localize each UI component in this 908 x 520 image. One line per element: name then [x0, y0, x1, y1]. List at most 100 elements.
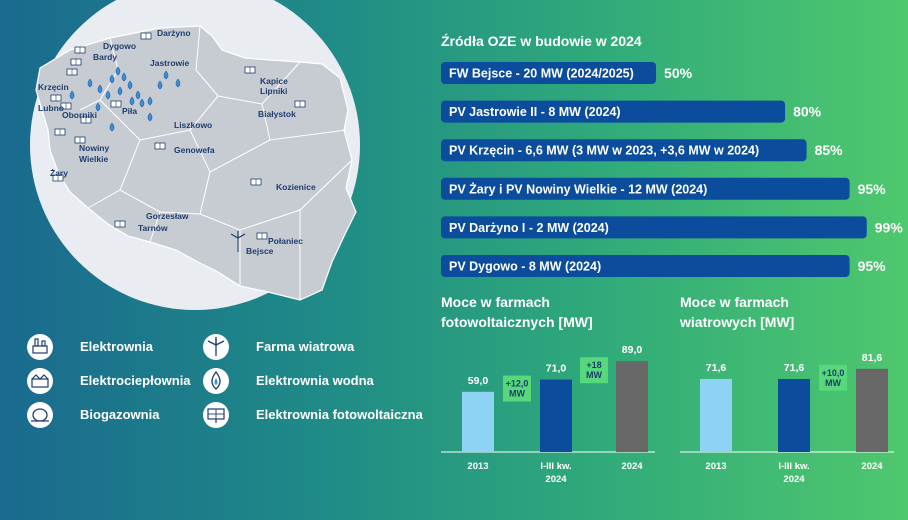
progress-percent: 95%	[858, 258, 887, 274]
map-city-liszkowo: Liszkowo	[174, 120, 212, 130]
category-label: 2013	[467, 461, 488, 472]
map-city-bejsce: Bejsce	[246, 246, 274, 256]
map-city-oborniki: Oborniki	[62, 110, 97, 120]
water-drop-icon	[135, 90, 141, 100]
category-label: 2024	[783, 474, 805, 485]
delta-badge: +12,0MW	[503, 375, 531, 402]
water-drop-icon	[121, 72, 127, 82]
bar	[700, 378, 732, 452]
value-label: 71,6	[706, 362, 727, 374]
bar	[778, 378, 810, 452]
chart-title: Moce w farmach	[680, 294, 789, 310]
progress-item: PV Darżyno I - 2 MW (2024) 99%	[441, 216, 903, 239]
water-drop-icon	[95, 102, 101, 112]
water-drop-icon	[109, 122, 115, 132]
solar-panel-icon	[140, 32, 152, 40]
solar-panel-icon	[203, 402, 229, 428]
map-city-kapice: Kapice	[260, 76, 288, 86]
water-drop-icon	[203, 368, 229, 394]
progress-label: PV Darżyno I - 2 MW (2024)	[449, 221, 609, 235]
value-label: 89,0	[622, 344, 643, 356]
legend-label: Elektrociepłownia	[80, 373, 191, 388]
solar-panel-icon	[110, 100, 122, 108]
solar-panel-icon	[70, 58, 82, 66]
map-city-polaniec: Połaniec	[268, 236, 303, 246]
delta-label: +18	[586, 360, 601, 370]
category-label: I-III kw.	[540, 461, 571, 472]
progress-title: Źródła OZE w budowie w 2024	[441, 33, 642, 49]
progress-label: PV Dygowo - 8 MW (2024)	[449, 260, 601, 274]
biogas-plant-icon	[27, 402, 53, 428]
map-city-dygowo: Dygowo	[103, 41, 136, 51]
map-city-genowefa: Genowefa	[174, 145, 215, 155]
water-drop-icon	[147, 112, 153, 122]
water-drop-icon	[163, 70, 169, 80]
map-city-kozienice: Kozienice	[276, 182, 316, 192]
solar-panel-icon	[80, 116, 92, 124]
progress-percent: 80%	[793, 104, 822, 120]
voivodeship-borders	[79, 25, 353, 300]
wind-turbine-icon	[230, 231, 246, 252]
delta-label: +10,0	[822, 368, 845, 378]
category-label: 2024	[621, 461, 643, 472]
map-city-nowiny: Nowiny	[79, 143, 109, 153]
chart-title: wiatrowych [MW]	[679, 314, 794, 330]
water-drop-icon	[87, 78, 93, 88]
legend: Elektrownia Elektrociepłownia Biogazownia F…	[27, 334, 424, 428]
legend-label: Biogazownia	[80, 407, 160, 422]
map-city-lipniki: Lipniki	[260, 86, 287, 96]
progress-bar	[441, 139, 807, 162]
water-drop-icon	[157, 80, 163, 90]
delta-badge: +10,0MW	[819, 364, 847, 391]
solar-panel-icon	[66, 68, 78, 76]
delta-label: MW	[509, 389, 525, 399]
water-drop-icon	[117, 86, 123, 96]
progress-bar	[441, 216, 867, 239]
category-label: I-III kw.	[778, 461, 809, 472]
legend-label: Farma wiatrowa	[256, 339, 355, 354]
bar	[856, 368, 888, 452]
chart-wind: Moce w farmach wiatrowych [MW] 71,6 2013 71,…	[679, 294, 894, 485]
progress-list: FW Bejsce - 20 MW (2024/2025) 50% PV Jastr…	[441, 62, 903, 277]
solar-panel-icon	[52, 174, 64, 182]
map-markers	[50, 32, 306, 252]
progress-percent: 50%	[664, 65, 693, 81]
progress-item: PV Krzęcin - 6,6 MW (3 MW w 2023, +3,6 M…	[441, 139, 844, 162]
progress-bar	[441, 62, 657, 84]
bar	[540, 379, 572, 452]
water-drop-icon	[129, 96, 135, 106]
value-label: 81,6	[862, 352, 883, 364]
water-drop-icon	[97, 84, 103, 94]
legend-label: Elektrownia	[80, 339, 154, 354]
solar-panel-icon	[50, 94, 62, 102]
value-label: 59,0	[468, 375, 489, 387]
map-city-pila: Piła	[122, 106, 137, 116]
delta-label: +12,0	[506, 379, 529, 389]
legend-label: Elektrownia wodna	[256, 373, 375, 388]
solar-panel-icon	[54, 128, 66, 136]
category-label: 2013	[705, 461, 726, 472]
wind-turbine-icon	[203, 334, 229, 360]
poland-map-outline	[35, 25, 357, 301]
water-drop-icon	[127, 80, 133, 90]
power-plant-icon	[27, 334, 53, 360]
map-city-bardy: Bardy	[93, 52, 117, 62]
solar-panel-icon	[244, 66, 256, 74]
bar	[616, 361, 648, 452]
water-drop-icon	[105, 90, 111, 100]
progress-percent: 95%	[858, 181, 887, 197]
map-city-darzyno: Darżyno	[157, 28, 191, 38]
map-city-krzecin: Krzęcin	[38, 82, 69, 92]
solar-panel-icon	[256, 232, 268, 240]
progress-item: PV Dygowo - 8 MW (2024) 95%	[441, 255, 886, 277]
map-city-gorzeslaw: Gorzesław	[146, 211, 189, 221]
water-drop-icon	[69, 90, 75, 100]
map-city-bialystok: Białystok	[258, 109, 296, 119]
solar-panel-icon	[74, 46, 86, 54]
map-city-zary: Żary	[50, 168, 68, 178]
category-label: 2024	[861, 461, 883, 472]
chart-pv: Moce w farmach fotowoltaicznych [MW] 59,0 2…	[441, 294, 655, 485]
progress-percent: 85%	[815, 142, 844, 158]
progress-bar	[441, 177, 850, 200]
